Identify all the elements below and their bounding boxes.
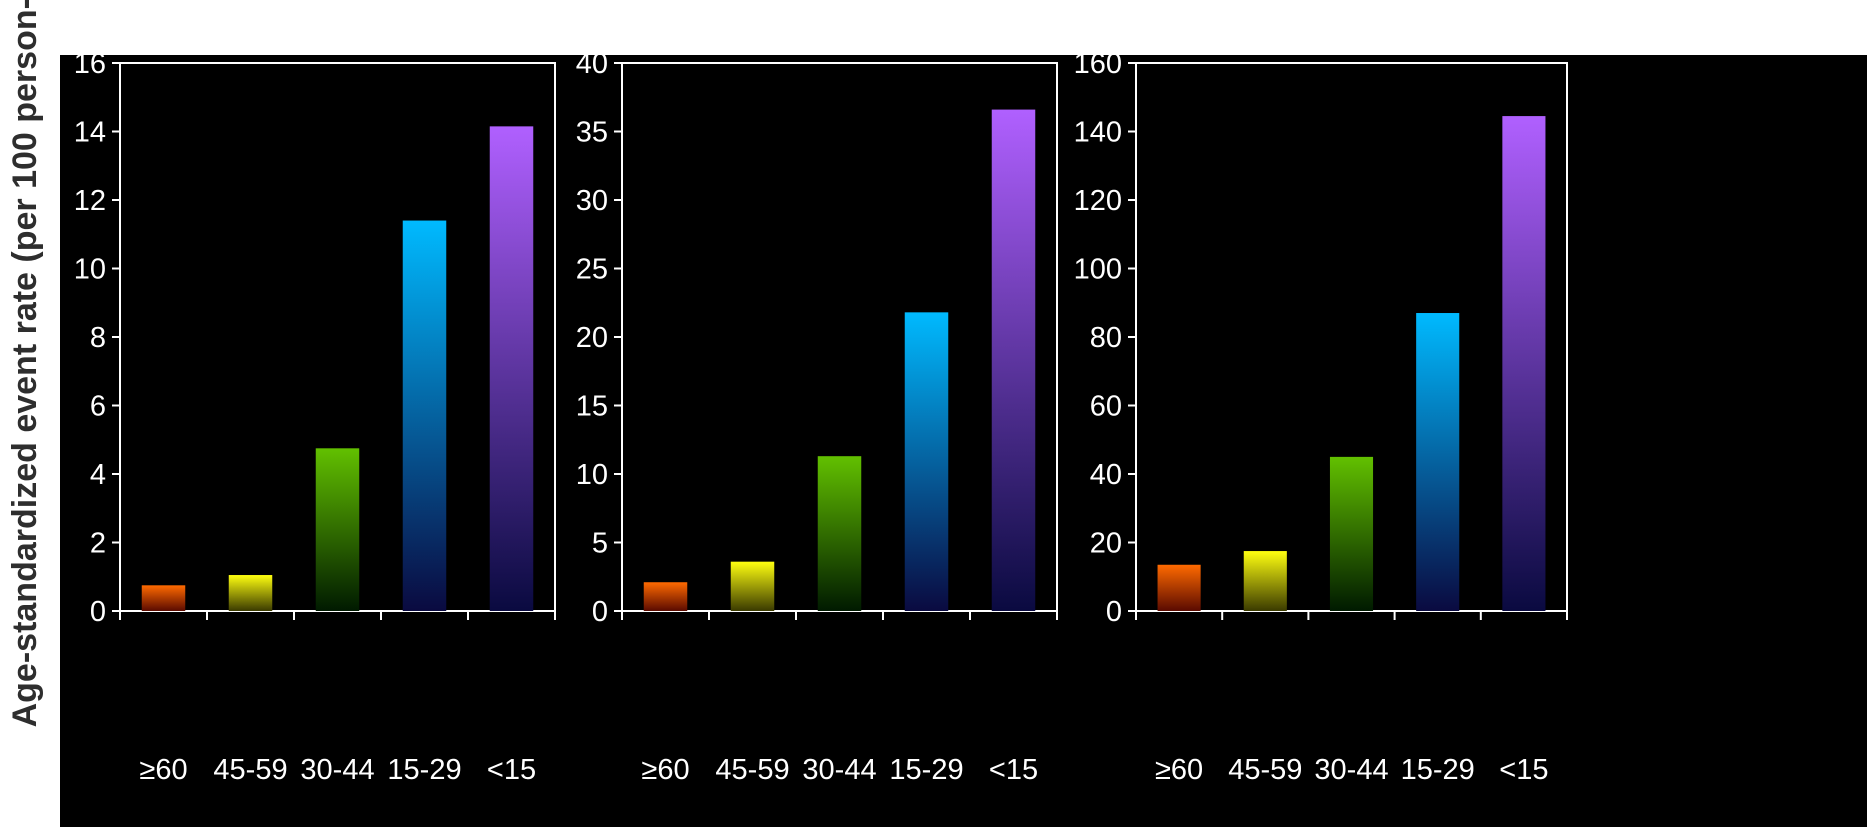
y-tick-label: 15 <box>576 391 608 423</box>
x-tick-label: ≥60 <box>139 754 187 786</box>
x-tick-label: 45-59 <box>715 754 789 786</box>
y-tick-label: 2 <box>90 528 106 560</box>
y-tick-label: 80 <box>1090 322 1122 354</box>
y-tick-label: 4 <box>90 459 106 491</box>
bar-chart-panel-3: 0 20 40 60 80 100 120 140 160 ≥60 45-59 30-44 15-29 <… <box>1074 48 1568 786</box>
bar <box>817 456 862 611</box>
y-tick-label: 6 <box>90 391 106 423</box>
bar <box>141 585 186 611</box>
bar <box>1416 313 1460 611</box>
x-tick-label: ≥60 <box>1155 754 1203 786</box>
y-tick-label: 40 <box>576 48 608 80</box>
y-tick-label: 14 <box>74 117 106 149</box>
x-tick-label: 30-44 <box>802 754 876 786</box>
x-tick-label: 45-59 <box>213 754 287 786</box>
bar <box>1243 551 1287 611</box>
bar <box>904 312 949 611</box>
bar <box>315 448 360 611</box>
y-tick-label: 16 <box>74 48 106 80</box>
bar <box>730 561 775 611</box>
y-tick-label: 20 <box>1090 528 1122 560</box>
chart-panels: 0 2 4 6 8 10 12 14 16 ≥60 45-59 30-44 15-29 <15 0 5 10 15… <box>74 48 1568 786</box>
x-tick-label: 30-44 <box>1314 754 1388 786</box>
y-tick-label: 40 <box>1090 459 1122 491</box>
bar <box>643 582 688 611</box>
y-tick-label: 10 <box>576 459 608 491</box>
y-tick-label: 120 <box>1074 185 1122 217</box>
y-tick-label: 35 <box>576 117 608 149</box>
x-tick-label: 15-29 <box>387 754 461 786</box>
x-tick-label: 30-44 <box>300 754 374 786</box>
y-tick-label: 12 <box>74 185 106 217</box>
bar-chart-panel-2: 0 5 10 15 20 25 30 35 40 ≥60 45-59 30-44 15-29 <15 <box>576 48 1058 786</box>
y-tick-label: 60 <box>1090 391 1122 423</box>
bar <box>1329 456 1374 611</box>
y-tick-label: 20 <box>576 322 608 354</box>
y-axis-label: Age-standardized event rate (per 100 per… <box>6 0 44 727</box>
y-tick-label: 0 <box>592 596 608 628</box>
bar <box>489 126 534 612</box>
y-tick-label: 30 <box>576 185 608 217</box>
y-tick-label: 0 <box>90 596 106 628</box>
bar <box>402 220 447 612</box>
bar-chart-panel-1: 0 2 4 6 8 10 12 14 16 ≥60 45-59 30-44 15-29 <15 <box>74 48 556 786</box>
bar <box>228 575 273 611</box>
x-tick-label: 45-59 <box>1228 754 1302 786</box>
y-tick-label: 10 <box>74 254 106 286</box>
x-tick-label: ≥60 <box>641 754 689 786</box>
bar <box>1157 564 1201 611</box>
bar <box>1502 116 1546 612</box>
bar <box>991 109 1036 611</box>
y-tick-label: 160 <box>1074 48 1122 80</box>
y-tick-label: 25 <box>576 254 608 286</box>
x-tick-label: <15 <box>487 754 536 786</box>
x-tick-label: <15 <box>1499 754 1548 786</box>
y-tick-label: 0 <box>1106 596 1122 628</box>
x-tick-label: <15 <box>989 754 1038 786</box>
chart-background <box>60 55 1867 827</box>
y-tick-label: 8 <box>90 322 106 354</box>
y-tick-label: 5 <box>592 528 608 560</box>
y-tick-label: 140 <box>1074 117 1122 149</box>
y-tick-label: 100 <box>1074 254 1122 286</box>
x-tick-label: 15-29 <box>889 754 963 786</box>
x-tick-label: 15-29 <box>1401 754 1475 786</box>
